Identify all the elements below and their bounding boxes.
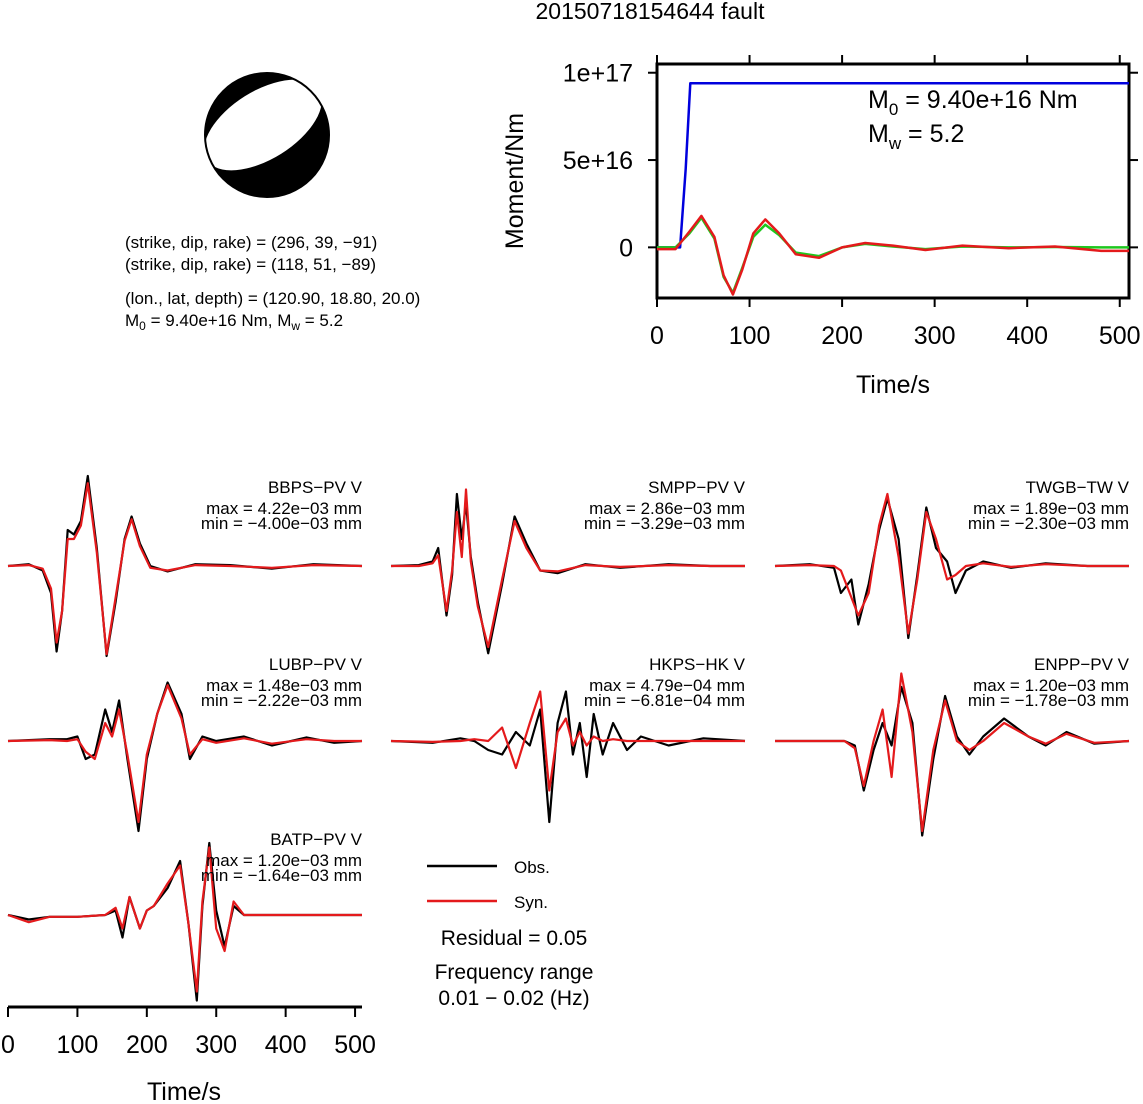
legend-obs-label: Obs. xyxy=(514,858,550,877)
moment-plot-axes: 0 100 200 300 400 500 0 5e+16 1e+17 xyxy=(563,55,1141,350)
waveform-xtick-label: 100 xyxy=(57,1031,99,1059)
station-min: min = −1.78e−03 mm xyxy=(968,691,1129,710)
station-name: ENPP−PV V xyxy=(1034,655,1130,674)
moment-xtick-label: 200 xyxy=(821,322,863,350)
station-name: TWGB−TW V xyxy=(1026,478,1130,497)
synthetic-waveform xyxy=(774,492,1129,635)
moment-plot-series xyxy=(657,81,1129,296)
moment-summary: M0 = 9.40e+16 Nm, Mw = 5.2 xyxy=(125,311,343,333)
station-max: max = 1.20e−03 mm xyxy=(206,851,362,870)
station-name: SMPP−PV V xyxy=(648,478,746,497)
station-max: max = 1.89e−03 mm xyxy=(973,499,1129,518)
legend: Obs. Syn. xyxy=(427,858,550,912)
station-name: HKPS−HK V xyxy=(649,655,746,674)
nodal-plane-2: (strike, dip, rake) = (118, 51, −89) xyxy=(125,255,376,274)
nodal-plane-1: (strike, dip, rake) = (296, 39, −91) xyxy=(125,233,377,252)
station-min: min = −2.22e−03 mm xyxy=(201,691,362,710)
beachball xyxy=(204,72,330,198)
station-max: max = 4.79e−04 mm xyxy=(589,676,745,695)
synthetic-waveform xyxy=(7,684,362,824)
moment-ytick-label: 0 xyxy=(619,234,633,262)
station-name: LUBP−PV V xyxy=(269,655,363,674)
residual-label: Residual = 0.05 xyxy=(441,927,588,950)
moment-xlabel: Time/s xyxy=(856,371,930,399)
station-name: BATP−PV V xyxy=(270,830,362,849)
moment-m0-annotation: M0 = 9.40e+16 Nm xyxy=(868,86,1078,119)
moment-xtick-label: 400 xyxy=(1006,322,1048,350)
synthetic-waveform xyxy=(391,488,745,649)
moment-ylabel: Moment/Nm xyxy=(501,113,529,249)
waveform-xlabel: Time/s xyxy=(147,1078,221,1104)
station-max: max = 1.48e−03 mm xyxy=(206,676,362,695)
synthetic-waveform xyxy=(7,482,363,656)
waveform-xtick-label: 500 xyxy=(334,1031,376,1059)
synthetic-waveform xyxy=(775,672,1130,833)
waveform-xtick-label: 300 xyxy=(195,1031,237,1059)
station-name: BBPS−PV V xyxy=(268,478,363,497)
moment-plot-frame xyxy=(655,62,1131,300)
station-min: min = −1.64e−03 mm xyxy=(201,866,362,885)
waveform-time-axis: 0 100 200 300 400 500 xyxy=(1,1005,376,1059)
station-max: max = 2.86e−03 mm xyxy=(589,499,745,518)
station-min: min = −3.29e−03 mm xyxy=(584,514,745,533)
moment-xtick-label: 100 xyxy=(729,322,771,350)
waveform-xtick-label: 0 xyxy=(1,1031,15,1059)
moment-series-line-2 xyxy=(657,214,1129,296)
station-max: max = 4.22e−03 mm xyxy=(206,499,362,518)
station-min: min = −6.81e−04 mm xyxy=(584,691,745,710)
station-min: min = −4.00e−03 mm xyxy=(201,514,362,533)
moment-mw-annotation: Mw = 5.2 xyxy=(868,120,964,153)
figure-title: 20150718154644 fault xyxy=(536,0,766,24)
synthetic-waveform xyxy=(390,690,745,792)
moment-ytick-label: 1e+17 xyxy=(563,60,633,88)
observed-waveform xyxy=(390,690,746,824)
moment-ytick-label: 5e+16 xyxy=(563,147,633,175)
frequency-range-label: Frequency range xyxy=(435,961,594,984)
moment-xtick-label: 500 xyxy=(1099,322,1141,350)
moment-xtick-label: 300 xyxy=(914,322,956,350)
legend-syn-label: Syn. xyxy=(514,893,548,912)
station-max: max = 1.20e−03 mm xyxy=(973,676,1129,695)
moment-plot: 0 100 200 300 400 500 0 5e+16 1e+17 Moment/Nm Ti… xyxy=(501,55,1141,399)
station-min: min = −2.30e−03 mm xyxy=(968,514,1129,533)
source-location: (lon., lat, depth) = (120.90, 18.80, 20.… xyxy=(125,289,420,308)
frequency-range-value: 0.01 − 0.02 (Hz) xyxy=(438,987,589,1010)
moment-xtick-label: 0 xyxy=(650,322,664,350)
synthetic-waveform xyxy=(7,846,362,993)
waveform-xtick-label: 200 xyxy=(126,1031,168,1059)
waveform-xtick-label: 400 xyxy=(265,1031,307,1059)
